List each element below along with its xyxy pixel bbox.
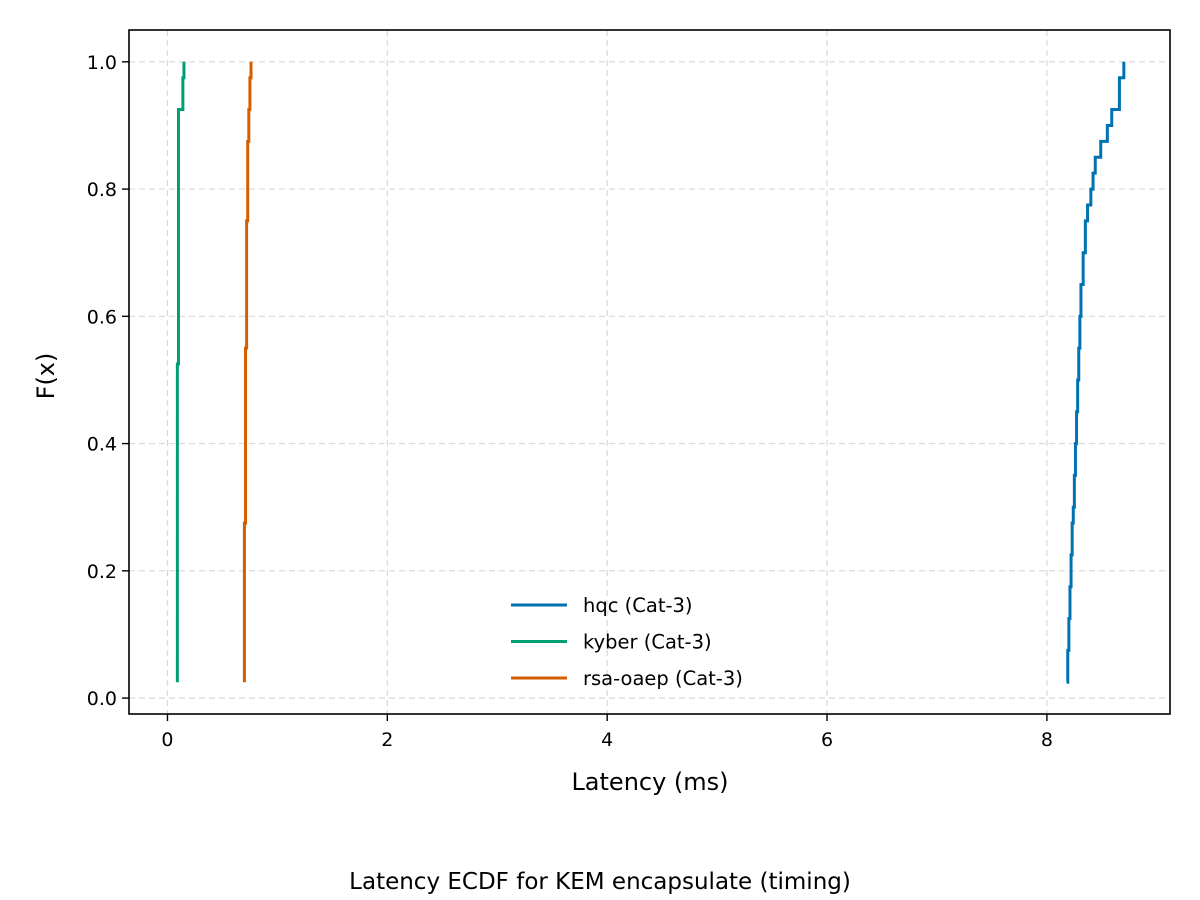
x-tick-label: 4 [601, 729, 613, 751]
legend-label: kyber (Cat-3) [583, 631, 712, 654]
ticks: 0 2 4 6 8 0.0 0.2 0.4 0.6 0.8 1.0 [87, 52, 1053, 751]
series-line-rsa-oaep [242, 61, 253, 683]
y-tick-label: 0.2 [87, 561, 117, 583]
legend: hqc (Cat-3) kyber (Cat-3) rsa-oaep (Cat-3) [511, 594, 743, 690]
series-line-kyber [175, 61, 186, 683]
x-tick-label: 8 [1041, 729, 1053, 751]
y-tick-label: 0.6 [87, 306, 117, 328]
x-tick-label: 2 [381, 729, 393, 751]
plot-frame [128, 29, 1171, 715]
grid [129, 30, 1170, 714]
y-tick-label: 0.0 [87, 688, 117, 710]
y-axis-title: F(x) [32, 353, 60, 400]
series-layer [175, 61, 1126, 684]
legend-label: hqc (Cat-3) [583, 594, 693, 617]
y-tick-label: 0.4 [87, 434, 117, 456]
x-tick-label: 0 [161, 729, 173, 751]
y-tick-label: 0.8 [87, 179, 117, 201]
legend-label: rsa-oaep (Cat-3) [583, 667, 743, 690]
y-tick-label: 1.0 [87, 52, 117, 74]
x-tick-label: 6 [821, 729, 833, 751]
x-axis-title: Latency (ms) [571, 768, 728, 796]
series-line-hqc [1066, 61, 1126, 684]
figure-caption: Latency ECDF for KEM encapsulate (timing… [349, 869, 851, 895]
